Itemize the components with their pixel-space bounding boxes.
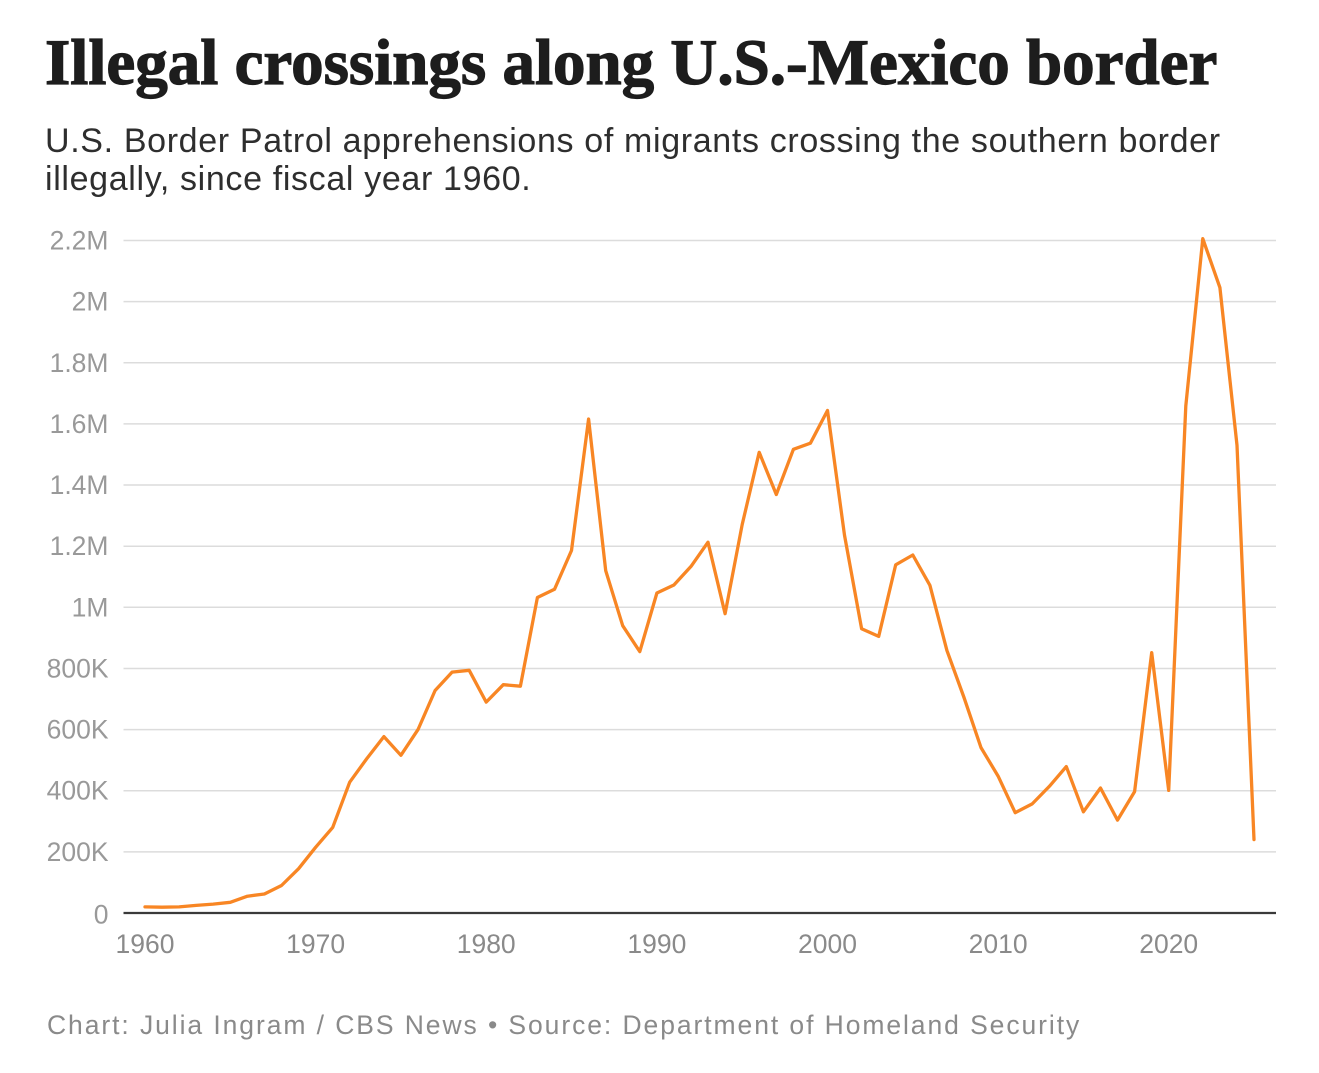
svg-text:2020: 2020	[1139, 929, 1198, 959]
svg-text:800K: 800K	[47, 654, 109, 684]
svg-text:0: 0	[94, 900, 109, 930]
svg-text:600K: 600K	[47, 715, 109, 745]
svg-text:400K: 400K	[47, 776, 109, 806]
svg-text:2.2M: 2.2M	[50, 226, 109, 256]
svg-text:200K: 200K	[47, 837, 109, 867]
svg-text:2000: 2000	[798, 929, 857, 959]
svg-text:1.2M: 1.2M	[50, 531, 109, 561]
svg-text:1990: 1990	[627, 929, 686, 959]
svg-text:1.8M: 1.8M	[50, 348, 109, 378]
svg-text:2M: 2M	[72, 287, 109, 317]
svg-text:1.6M: 1.6M	[50, 409, 109, 439]
svg-text:1980: 1980	[457, 929, 516, 959]
svg-text:1970: 1970	[286, 929, 345, 959]
svg-text:1M: 1M	[72, 592, 109, 622]
svg-text:1960: 1960	[116, 929, 175, 959]
svg-text:1.4M: 1.4M	[50, 470, 109, 500]
svg-text:2010: 2010	[969, 929, 1028, 959]
